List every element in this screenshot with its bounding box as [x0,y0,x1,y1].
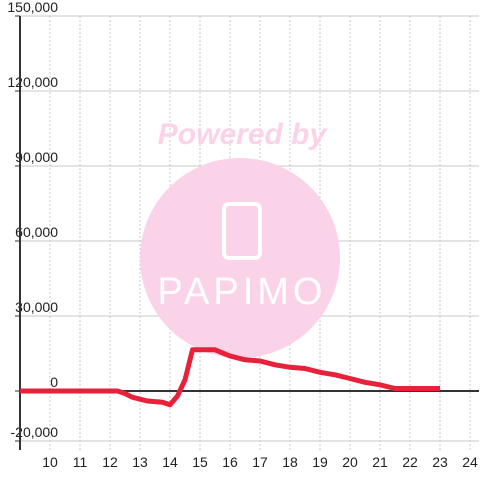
x-tick-label: 24 [462,454,478,470]
x-tick-label: 23 [432,454,448,470]
watermark-phone [222,202,262,260]
x-tick-label: 10 [42,454,58,470]
x-tick-label: 14 [162,454,178,470]
line [20,347,440,408]
y-tick-label: 0 [50,374,58,390]
x-tick-label: 18 [282,454,298,470]
x-tick-label: 13 [132,454,148,470]
x-tick-label: 11 [73,454,88,470]
y-tick-label: 120,000 [7,74,58,90]
watermark-text: Powered by [158,118,328,151]
y-tick-label: 60,000 [15,224,58,240]
x-tick-label: 12 [102,454,118,470]
x-tick-label: 15 [192,454,208,470]
watermark-logo: PAPIMO [158,271,327,313]
x-tick-label: 21 [372,454,388,470]
x-tick-label: 19 [312,454,328,470]
x-tick-label: 22 [402,454,418,470]
x-tick-label: 17 [252,454,268,470]
y-tick-label: -20,000 [11,424,59,440]
x-tick-label: 16 [222,454,238,470]
y-tick-label: 30,000 [15,299,58,315]
y-tick-label: 90,000 [15,149,58,165]
y-tick-label: 150,000 [7,0,58,15]
x-tick-label: 20 [342,454,358,470]
